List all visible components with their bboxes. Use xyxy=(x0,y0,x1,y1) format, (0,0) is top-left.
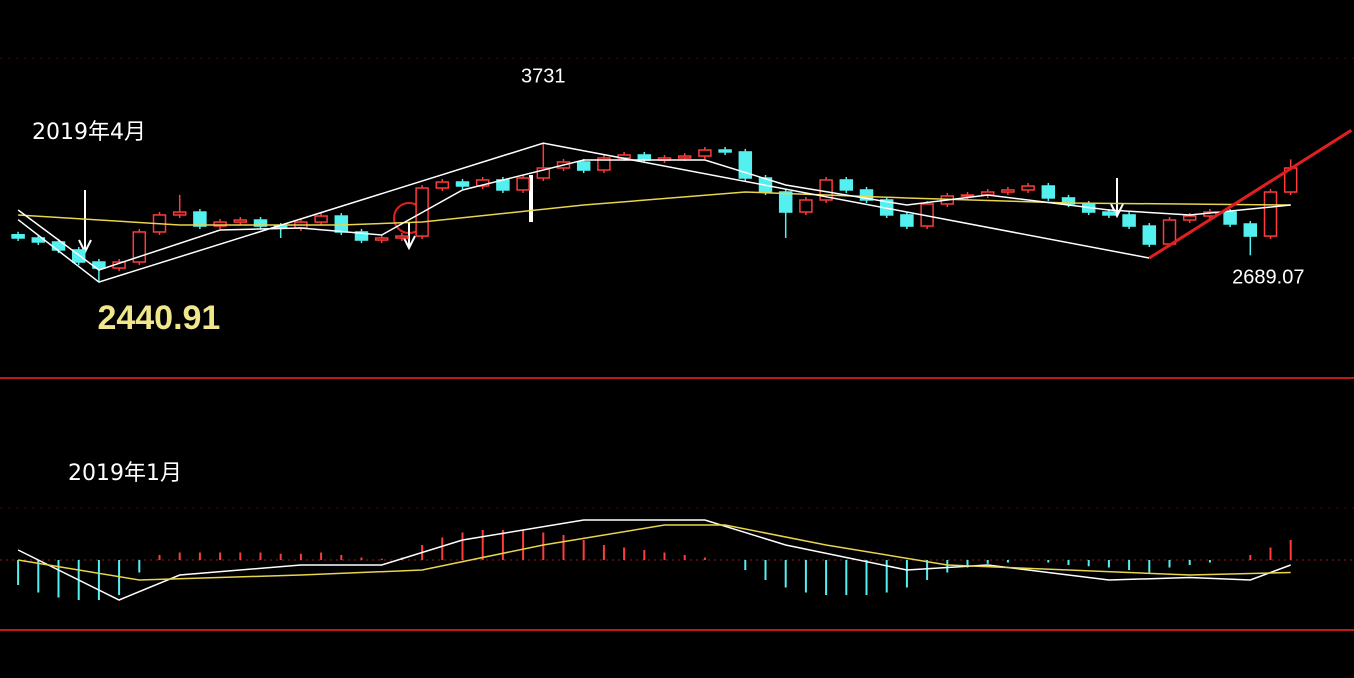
candle-body xyxy=(839,179,854,191)
candle-body xyxy=(1021,185,1035,191)
candle-body xyxy=(698,149,712,157)
candle-body xyxy=(516,177,530,191)
candle-body xyxy=(435,181,450,189)
arrow xyxy=(78,190,92,255)
candle-body xyxy=(1223,211,1237,225)
line xyxy=(17,524,1291,581)
candle-body xyxy=(334,215,349,233)
candle-body xyxy=(900,214,914,227)
candle-body xyxy=(677,155,692,159)
candle-body xyxy=(172,211,187,216)
candle-body xyxy=(395,235,409,239)
candle-body xyxy=(253,219,268,227)
candle-body xyxy=(859,189,874,201)
candle-body xyxy=(597,157,611,171)
line xyxy=(17,142,1150,283)
arrows xyxy=(78,175,1124,255)
candle-body xyxy=(314,215,328,223)
candle-body xyxy=(960,194,975,197)
candle-body xyxy=(132,231,147,263)
arrow xyxy=(1110,178,1124,219)
candle-body xyxy=(1041,185,1056,199)
line xyxy=(17,519,1291,601)
line xyxy=(17,159,1291,271)
candle-body xyxy=(536,167,551,179)
candle-body xyxy=(1243,223,1258,237)
line xyxy=(1148,129,1353,260)
candle-body xyxy=(11,234,25,239)
candle-body xyxy=(455,181,470,187)
candle-body xyxy=(718,149,732,153)
price-annotation: 2440.91 xyxy=(97,299,220,337)
candle-body xyxy=(1263,191,1278,237)
candle-body xyxy=(1122,214,1136,227)
candle-body xyxy=(1061,197,1076,205)
candle-body xyxy=(374,237,389,241)
price-annotation: 3731 xyxy=(521,65,566,87)
candle-body xyxy=(1162,219,1177,245)
candle-body xyxy=(1001,189,1015,193)
candle-body xyxy=(1142,225,1157,245)
candle-body xyxy=(576,161,591,171)
candle-body xyxy=(1182,215,1197,221)
candle-body xyxy=(354,231,369,241)
candle-body xyxy=(213,221,227,227)
candle-body xyxy=(637,154,652,161)
candle-body xyxy=(799,199,813,213)
candle-body xyxy=(1102,211,1116,216)
date-label: 2019年1月 xyxy=(68,461,182,486)
line xyxy=(18,191,1291,226)
candle-body xyxy=(233,219,248,223)
candle-body xyxy=(193,211,207,227)
candle-body xyxy=(778,191,793,213)
date-label: 2019年4月 xyxy=(32,120,146,145)
price-annotation: 2689.07 xyxy=(1232,267,1304,289)
arrow xyxy=(402,222,416,251)
